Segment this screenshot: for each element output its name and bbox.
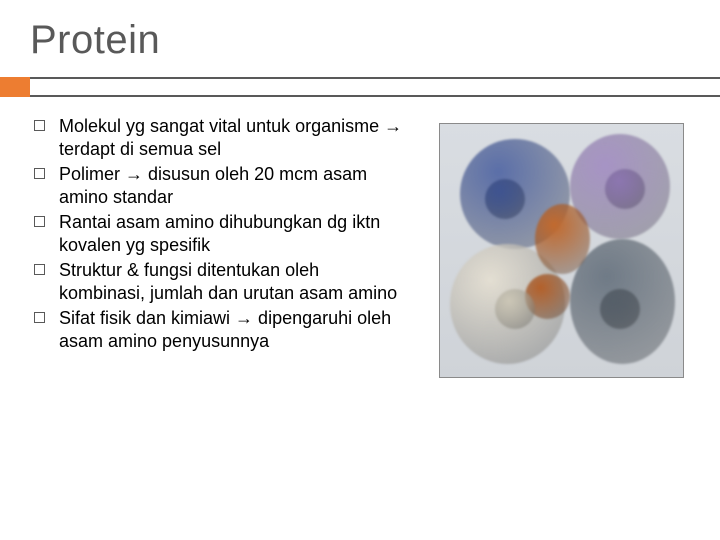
protein-structure-figure [439, 123, 684, 378]
list-item: Sifat fisik dan kimiawi → dipengaruhi ol… [34, 307, 406, 353]
protein-blob [605, 169, 645, 209]
title-area: Protein [0, 0, 720, 63]
list-item: Molekul yg sangat vital untuk organisme … [34, 115, 406, 161]
list-item: Struktur & fungsi ditentukan oleh kombin… [34, 259, 406, 305]
bullet-text: Struktur & fungsi ditentukan oleh kombin… [59, 259, 406, 305]
content-area: Molekul yg sangat vital untuk organisme … [0, 97, 720, 378]
bullet-text: Molekul yg sangat vital untuk organisme … [59, 115, 406, 161]
bullet-marker-icon [34, 264, 45, 275]
bullet-list: Molekul yg sangat vital untuk organisme … [34, 115, 406, 378]
protein-blob [535, 204, 590, 274]
protein-blob [495, 289, 535, 329]
bullet-text: Sifat fisik dan kimiawi → dipengaruhi ol… [59, 307, 406, 353]
bullet-marker-icon [34, 120, 45, 131]
bullet-marker-icon [34, 168, 45, 179]
bullet-text: Polimer → disusun oleh 20 mcm asam amino… [59, 163, 406, 209]
list-item: Polimer → disusun oleh 20 mcm asam amino… [34, 163, 406, 209]
divider-line [30, 77, 720, 97]
protein-blob [600, 289, 640, 329]
page-title: Protein [30, 18, 720, 63]
bullet-marker-icon [34, 216, 45, 227]
bullet-text: Rantai asam amino dihubungkan dg iktn ko… [59, 211, 406, 257]
bullet-marker-icon [34, 312, 45, 323]
divider-accent [0, 77, 30, 97]
protein-blob [485, 179, 525, 219]
figure-area [424, 115, 698, 378]
list-item: Rantai asam amino dihubungkan dg iktn ko… [34, 211, 406, 257]
divider [0, 77, 720, 97]
